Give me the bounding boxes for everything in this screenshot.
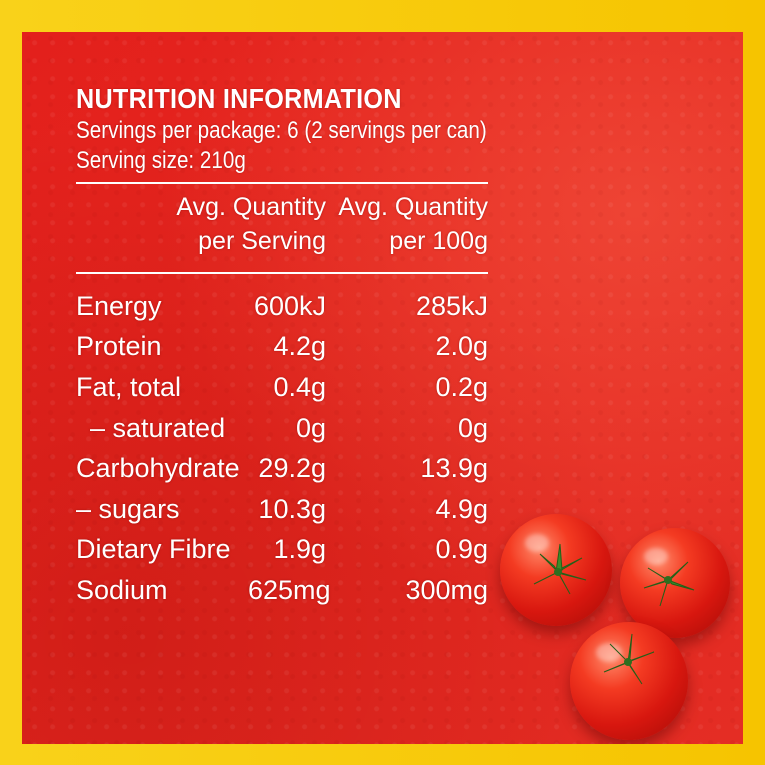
- nutrient-label: Carbohydrate: [76, 453, 240, 484]
- nutrient-row: Carbohydrate 29.2g 13.9g: [76, 448, 488, 489]
- value-per-serving: 1.9g: [273, 534, 326, 565]
- value-per-100g: 0.9g: [435, 534, 488, 565]
- value-per-serving: 0.4g: [273, 371, 326, 402]
- nutrient-label: – sugars: [76, 493, 180, 524]
- column-header-line1: Avg. Quantity: [338, 193, 488, 221]
- nutrient-label: Protein: [76, 331, 162, 362]
- column-header-per-serving: Avg. Quantity per Serving: [166, 190, 326, 266]
- value-per-100g: 13.9g: [420, 453, 488, 484]
- divider-header: [76, 272, 488, 274]
- nutrient-label: Dietary Fibre: [76, 534, 231, 565]
- nutrient-label: Sodium: [76, 574, 168, 605]
- serving-size: Serving size: 210g: [76, 147, 246, 174]
- value-per-serving: 625mg: [248, 574, 331, 605]
- value-per-100g: 4.9g: [435, 493, 488, 524]
- nutrient-label: Fat, total: [76, 371, 182, 402]
- servings-per-package: Servings per package: 6 (2 servings per …: [76, 117, 487, 144]
- column-header-line2: per Serving: [198, 227, 326, 255]
- nutrition-title: NUTRITION INFORMATION: [76, 83, 402, 114]
- nutrient-label: Energy: [76, 290, 162, 321]
- nutrient-row: Energy 600kJ 285kJ: [76, 286, 488, 327]
- value-per-serving: 600kJ: [253, 290, 326, 321]
- column-headers: Avg. Quantity per Serving Avg. Quantity …: [76, 184, 488, 266]
- nutrient-table: Energy 600kJ 285kJ Protein 4.2g 2.0g Fat…: [76, 286, 488, 611]
- nutrient-label: – saturated: [90, 412, 226, 443]
- divider-top: [76, 182, 488, 184]
- value-per-serving: 10.3g: [258, 493, 326, 524]
- column-header-line2: per 100g: [389, 227, 488, 255]
- tomato-image: [570, 622, 688, 740]
- nutrition-panel: NUTRITION INFORMATION Servings per packa…: [76, 82, 488, 611]
- value-per-100g: 285kJ: [415, 290, 488, 321]
- nutrient-row: Protein 4.2g 2.0g: [76, 327, 488, 368]
- value-per-100g: 300mg: [405, 574, 488, 605]
- value-per-serving: 0g: [295, 412, 326, 443]
- nutrient-row: – sugars 10.3g 4.9g: [76, 489, 488, 530]
- column-header-per-100g: Avg. Quantity per 100g: [326, 190, 488, 266]
- nutrient-row: – saturated 0g 0g: [76, 408, 488, 449]
- value-per-serving: 4.2g: [273, 331, 326, 362]
- nutrient-row: Fat, total 0.4g 0.2g: [76, 367, 488, 408]
- value-per-100g: 0.2g: [435, 371, 488, 402]
- nutrient-row: Dietary Fibre 1.9g 0.9g: [76, 530, 488, 571]
- value-per-serving: 29.2g: [258, 453, 326, 484]
- nutrient-row: Sodium 625mg 300mg: [76, 570, 488, 611]
- tomato-image: [500, 514, 612, 626]
- red-panel: NUTRITION INFORMATION Servings per packa…: [22, 32, 743, 744]
- value-per-100g: 0g: [457, 412, 488, 443]
- column-header-line1: Avg. Quantity: [176, 193, 326, 221]
- tomato-image: [620, 528, 730, 638]
- value-per-100g: 2.0g: [435, 331, 488, 362]
